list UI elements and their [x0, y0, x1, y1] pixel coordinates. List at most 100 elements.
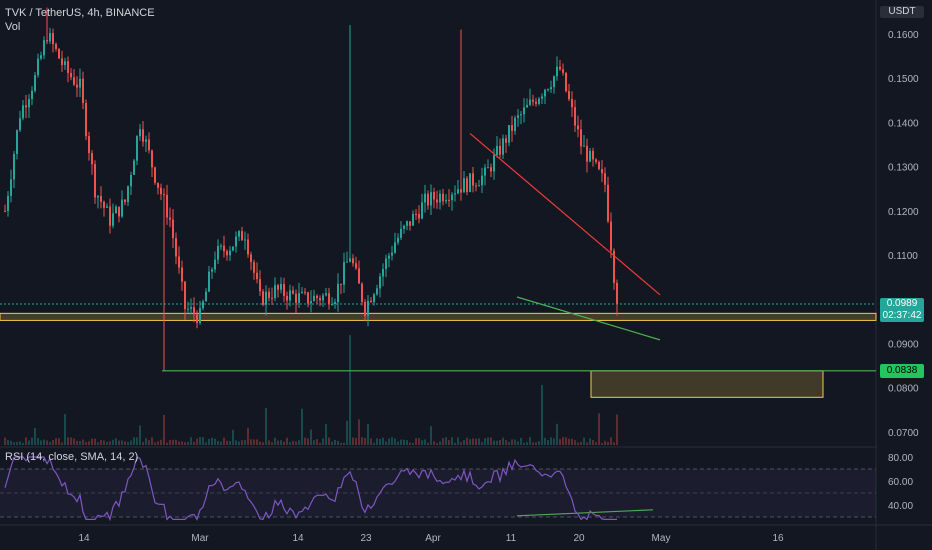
volume-bar — [352, 437, 354, 445]
volume-bar — [184, 442, 186, 445]
volume-bar — [388, 438, 390, 445]
candle-body — [526, 104, 528, 108]
volume-bar — [325, 424, 327, 445]
candle-body — [40, 55, 42, 59]
volume-bar — [76, 440, 78, 445]
volume-bar — [529, 437, 531, 445]
volume-bar — [349, 335, 351, 445]
candle-body — [241, 231, 243, 241]
candle-body — [169, 217, 171, 220]
candle-body — [367, 300, 369, 316]
candle-body — [133, 160, 135, 175]
volume-bar — [193, 441, 195, 445]
candle-body — [346, 261, 348, 263]
candle-body — [487, 167, 489, 169]
candle-body — [418, 213, 420, 219]
volume-bar — [460, 442, 462, 445]
candle-body — [34, 75, 36, 91]
candle-body — [163, 194, 165, 196]
volume-bar — [199, 437, 201, 445]
candle-body — [7, 195, 9, 211]
volume-bar — [361, 437, 363, 445]
volume-bar — [106, 441, 108, 445]
price-tick-label: 0.1100 — [888, 251, 918, 262]
candle-body — [415, 213, 417, 215]
target-box — [590, 370, 824, 398]
candle-body — [385, 258, 387, 269]
candle-body — [157, 182, 159, 188]
candle-body — [376, 288, 378, 295]
candle-body — [235, 236, 237, 247]
candle-body — [451, 194, 453, 201]
candle-body — [214, 259, 216, 270]
candle-body — [238, 231, 240, 237]
candle-body — [331, 303, 333, 305]
volume-bar — [475, 438, 477, 445]
volume-bar — [472, 438, 474, 445]
volume-bar — [304, 437, 306, 445]
candle-body — [403, 225, 405, 229]
candle-body — [391, 252, 393, 256]
volume-bar — [157, 441, 159, 445]
volume-bar — [298, 440, 300, 445]
candle-body — [151, 150, 153, 168]
volume-bar — [316, 439, 318, 445]
candle-body — [127, 186, 129, 203]
volume-bar — [22, 442, 24, 445]
candle-body — [175, 238, 177, 257]
volume-bar — [85, 442, 87, 445]
candle-body — [382, 268, 384, 277]
candle-body — [559, 66, 561, 70]
volume-bar — [604, 440, 606, 445]
candle-body — [598, 161, 600, 170]
volume-bar — [271, 442, 273, 445]
volume-bar — [109, 441, 111, 445]
candle-body — [427, 193, 429, 206]
candle-body — [259, 279, 261, 292]
volume-bar — [394, 438, 396, 445]
time-tick-label: Mar — [191, 533, 209, 544]
candle-body — [355, 263, 357, 269]
volume-bar — [367, 423, 369, 445]
candle-body — [178, 256, 180, 268]
candle-body — [19, 118, 21, 131]
candle-body — [469, 173, 471, 192]
candle-body — [97, 195, 99, 198]
volume-bar — [166, 442, 168, 445]
volume-bar — [547, 439, 549, 445]
candle-body — [400, 228, 402, 238]
candle-body — [610, 221, 612, 251]
volume-bar — [103, 440, 105, 445]
candle-body — [499, 145, 501, 155]
currency-badge[interactable]: USDT — [880, 6, 924, 18]
candle-body — [358, 268, 360, 284]
chart-title: TVK / TetherUS, 4h, BINANCE — [5, 7, 155, 19]
volume-bar — [286, 437, 288, 445]
volume-bar — [574, 440, 576, 445]
volume-bar — [223, 437, 225, 445]
volume-bar — [436, 442, 438, 445]
candle-body — [364, 301, 366, 316]
candle-body — [370, 300, 372, 303]
candle-body — [568, 91, 570, 100]
volume-bar — [454, 442, 456, 445]
candle-body — [583, 145, 585, 147]
current-price-tag: 0.0989 02:37:42 — [880, 298, 924, 322]
volume-bar — [610, 437, 612, 445]
volume-bar — [49, 441, 51, 445]
candle-body — [532, 99, 534, 102]
candle-body — [37, 58, 39, 76]
volume-bar — [322, 438, 324, 445]
candle-body — [109, 206, 111, 226]
volume-bar — [226, 440, 228, 445]
candle-body — [502, 138, 504, 155]
volume-bar — [292, 440, 294, 445]
volume-bar — [244, 439, 246, 445]
candle-body — [112, 213, 114, 226]
candle-body — [76, 84, 78, 88]
candle-body — [433, 192, 435, 200]
candle-body — [91, 153, 93, 165]
